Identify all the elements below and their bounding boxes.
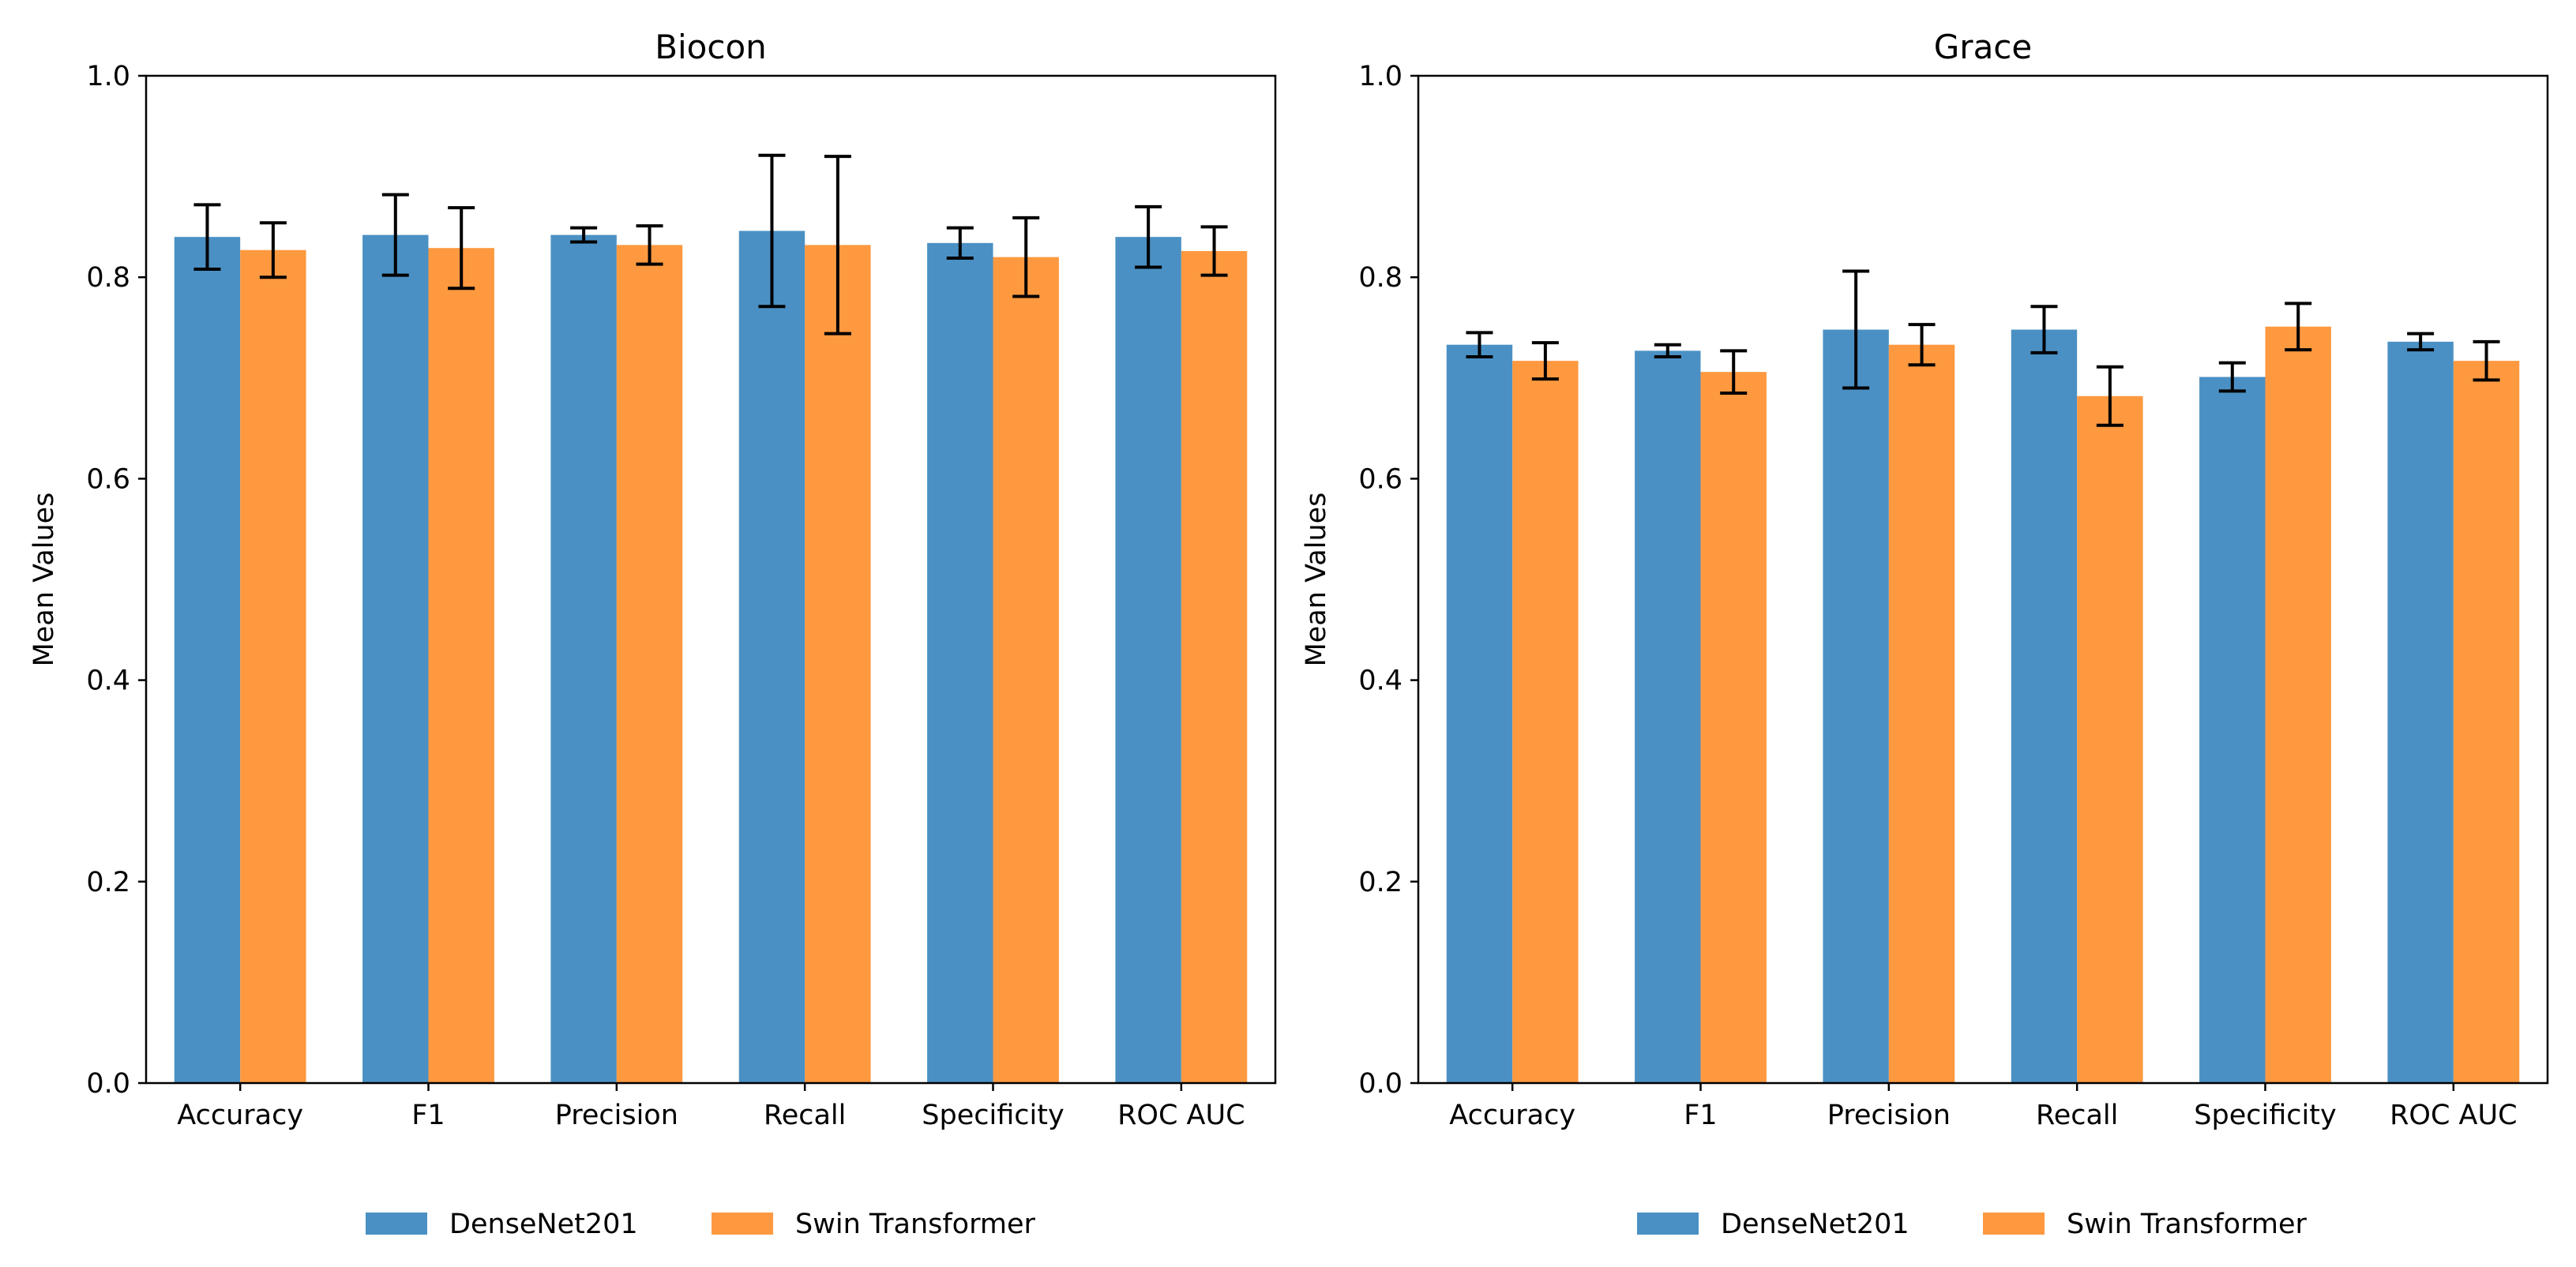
chart-title: Grace: [1934, 28, 2032, 66]
y-tick-label: 0.0: [1358, 1068, 1403, 1100]
bar-swin-transformer-accuracy: [240, 249, 306, 1083]
y-tick-label: 0.2: [1358, 867, 1403, 898]
error-bar-swin-transformer-f1: [448, 206, 475, 291]
bar-densenet201-specificity: [2199, 377, 2266, 1083]
y-tick-label: 0.4: [1358, 665, 1403, 697]
y-tick-label: 0.0: [86, 1068, 130, 1100]
y-tick-label: 0.8: [86, 262, 130, 294]
y-tick-label: 0.8: [1358, 262, 1403, 294]
legend-label-swin-transformer: Swin Transformer: [795, 1209, 1036, 1240]
bar-densenet201-roc-auc: [1115, 237, 1181, 1083]
error-bar-densenet201-f1: [1654, 343, 1681, 359]
x-tick-label-f1: F1: [411, 1100, 445, 1131]
error-bar-swin-transformer-specificity: [2285, 302, 2312, 352]
legend-label-densenet201: DenseNet201: [449, 1209, 638, 1240]
error-bar-swin-transformer-roc-auc: [1200, 225, 1228, 277]
error-bar-densenet201-precision: [570, 226, 598, 244]
error-bar-densenet201-specificity: [946, 226, 974, 260]
bar-densenet201-accuracy: [174, 237, 241, 1083]
bar-densenet201-accuracy: [1446, 344, 1513, 1083]
bar-densenet201-precision: [550, 234, 617, 1083]
error-bar-swin-transformer-recall: [2096, 365, 2124, 427]
bar-densenet201-specificity: [927, 242, 993, 1083]
error-bar-swin-transformer-accuracy: [259, 221, 287, 279]
bar-swin-transformer-roc-auc: [1181, 251, 1248, 1084]
x-tick-label-roc-auc: ROC AUC: [2390, 1100, 2517, 1131]
error-bar-swin-transformer-precision: [1908, 323, 1936, 367]
y-tick-label: 1.0: [1358, 61, 1403, 92]
error-bar-densenet201-recall: [2030, 305, 2058, 354]
x-tick-label-precision: Precision: [555, 1100, 678, 1131]
bar-swin-transformer-precision: [1888, 344, 1955, 1083]
y-axis-label: Mean Values: [1301, 493, 1332, 667]
bar-densenet201-f1: [1635, 350, 1701, 1083]
error-bar-densenet201-roc-auc: [1135, 204, 1162, 269]
error-bar-densenet201-accuracy: [193, 203, 221, 271]
bar-swin-transformer-specificity: [993, 257, 1059, 1084]
error-bar-densenet201-accuracy: [1466, 331, 1493, 359]
bar-swin-transformer-roc-auc: [2453, 361, 2520, 1083]
x-tick-label-recall: Recall: [2036, 1100, 2118, 1131]
error-bar-swin-transformer-recall: [824, 155, 851, 335]
y-tick-label: 0.6: [86, 463, 130, 495]
bar-swin-transformer-recall: [2077, 395, 2143, 1083]
error-bar-swin-transformer-f1: [1720, 349, 1748, 395]
legend-label-swin-transformer: Swin Transformer: [2067, 1209, 2308, 1240]
legend-swatch-densenet201: [366, 1213, 427, 1235]
x-tick-label-roc-auc: ROC AUC: [1117, 1100, 1245, 1131]
chart-title: Biocon: [655, 28, 767, 66]
chart-panel-biocon: Biocon 0.0 0.2 0.4 0.6 0.8 1.0 Accuracy F1 Precis…: [28, 28, 1277, 1240]
error-bar-densenet201-precision: [1842, 269, 1870, 390]
bar-densenet201-recall: [738, 231, 805, 1083]
error-bar-swin-transformer-precision: [636, 224, 663, 266]
bar-swin-transformer-specificity: [2265, 326, 2331, 1083]
legend-swatch-swin-transformer: [1983, 1213, 2045, 1235]
y-tick-label: 1.0: [86, 61, 130, 92]
bar-swin-transformer-f1: [1700, 372, 1767, 1083]
x-tick-label-f1: F1: [1684, 1100, 1717, 1131]
bar-densenet201-roc-auc: [2387, 341, 2454, 1083]
error-bar-densenet201-specificity: [2218, 361, 2246, 393]
x-tick-label-specificity: Specificity: [922, 1100, 1064, 1131]
plot-frame: [145, 74, 1277, 1085]
bar-swin-transformer-recall: [805, 245, 871, 1083]
error-bar-swin-transformer-roc-auc: [2473, 339, 2500, 382]
bar-swin-transformer-precision: [616, 245, 683, 1083]
bar-swin-transformer-f1: [428, 248, 494, 1083]
x-tick-label-specificity: Specificity: [2194, 1100, 2336, 1131]
legend-label-densenet201: DenseNet201: [1721, 1209, 1909, 1240]
x-tick-label-accuracy: Accuracy: [1449, 1100, 1575, 1131]
y-tick-label: 0.4: [86, 665, 130, 697]
plot-frame: [1417, 74, 2549, 1085]
bar-densenet201-precision: [1823, 329, 1889, 1083]
legend: DenseNet201 Swin Transformer: [366, 1209, 1036, 1240]
error-bar-densenet201-roc-auc: [2407, 332, 2435, 352]
bar-densenet201-f1: [362, 234, 429, 1083]
legend: DenseNet201 Swin Transformer: [1637, 1209, 2308, 1240]
x-tick-label-precision: Precision: [1827, 1100, 1951, 1131]
x-tick-label-recall: Recall: [764, 1100, 846, 1131]
chart-panel-grace: Grace 0.0 0.2 0.4 0.6 0.8 1.0 Accuracy F1 Precisi…: [1301, 28, 2549, 1240]
y-tick-label: 0.6: [1358, 463, 1403, 495]
legend-swatch-swin-transformer: [712, 1213, 773, 1235]
bar-densenet201-recall: [2011, 329, 2078, 1083]
y-tick-label: 0.2: [86, 867, 130, 898]
error-bar-densenet201-f1: [381, 193, 409, 277]
error-bar-densenet201-recall: [758, 153, 786, 309]
y-axis-label: Mean Values: [28, 493, 60, 667]
x-tick-label-accuracy: Accuracy: [177, 1100, 303, 1131]
bar-swin-transformer-accuracy: [1512, 361, 1579, 1083]
error-bar-swin-transformer-specificity: [1012, 216, 1040, 298]
error-bar-swin-transformer-accuracy: [1531, 341, 1559, 381]
legend-swatch-densenet201: [1637, 1213, 1699, 1235]
